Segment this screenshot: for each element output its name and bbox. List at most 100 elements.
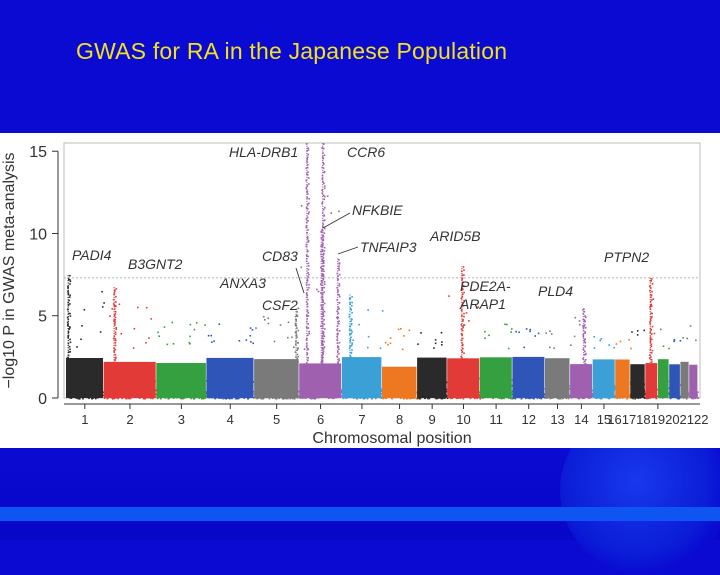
data-point — [214, 397, 217, 399]
data-point — [145, 306, 148, 309]
peak-point — [306, 156, 309, 159]
data-point — [371, 397, 373, 400]
x-tick-label: 14 — [574, 412, 588, 427]
data-point — [249, 327, 252, 329]
peak-point — [350, 344, 353, 347]
peak-point — [321, 201, 324, 204]
slide-title: GWAS for RA in the Japanese Population — [76, 38, 508, 64]
peak-point — [651, 325, 654, 328]
peak-point — [307, 348, 310, 351]
peak-point — [307, 288, 309, 291]
peak-point — [305, 207, 308, 209]
peak-point — [305, 218, 308, 220]
peak-point — [338, 267, 340, 269]
data-point — [155, 389, 157, 392]
data-point — [287, 321, 290, 324]
peak-point — [463, 312, 465, 315]
data-point — [694, 397, 697, 399]
peak-point — [306, 352, 309, 355]
data-point — [628, 339, 630, 341]
y-axis-label: −log10 P in GWAS meta-analysis — [1, 152, 18, 388]
peak-point — [114, 321, 116, 323]
peak-point — [322, 257, 325, 259]
data-point — [441, 344, 443, 346]
chromosome-base-block — [382, 366, 417, 398]
peak-point — [348, 359, 351, 362]
data-point — [511, 398, 514, 400]
peak-point — [584, 341, 587, 344]
data-point — [356, 397, 359, 400]
data-point — [686, 337, 688, 340]
peak-point — [307, 220, 309, 222]
peak-point — [321, 189, 323, 191]
peak-point — [351, 296, 353, 298]
peak-point — [67, 331, 70, 333]
peak-point — [323, 319, 325, 321]
data-point — [446, 397, 449, 399]
peak-point — [462, 305, 465, 307]
data-point — [550, 333, 553, 335]
peak-point — [323, 259, 325, 262]
y-tick-label: 15 — [29, 144, 47, 161]
peak-point — [307, 312, 310, 314]
peak-point — [585, 316, 587, 319]
data-point — [144, 397, 146, 400]
data-point — [303, 348, 306, 350]
peak-point — [649, 285, 651, 288]
gene-label-leader — [337, 246, 359, 255]
data-point — [189, 343, 191, 345]
data-point — [455, 397, 458, 400]
peak-point — [323, 232, 326, 234]
peak-point — [338, 285, 341, 287]
peak-point — [323, 346, 326, 348]
peak-point — [323, 219, 326, 221]
data-point — [181, 397, 183, 400]
peak-point — [584, 320, 586, 323]
peak-point — [307, 171, 309, 173]
peak-point — [583, 310, 586, 313]
peak-point — [350, 323, 353, 326]
peak-point — [322, 331, 324, 333]
data-point — [585, 327, 587, 329]
peak-point — [582, 358, 584, 360]
x-axis-label: Chromosomal position — [312, 430, 471, 447]
data-point — [273, 340, 276, 343]
data-point — [549, 397, 551, 400]
data-point — [403, 335, 405, 337]
chromosome-base-block — [254, 359, 299, 398]
data-point — [220, 397, 222, 399]
data-point — [278, 397, 281, 400]
data-point — [578, 397, 581, 400]
x-tick-label: 7 — [358, 412, 365, 427]
data-point — [546, 397, 548, 399]
peak-point — [584, 350, 586, 353]
data-point — [158, 335, 160, 337]
data-point — [653, 332, 656, 335]
peak-point — [113, 347, 115, 350]
peak-point — [114, 354, 117, 356]
data-point — [539, 397, 541, 400]
x-tick-label: 10 — [456, 412, 470, 427]
data-point — [70, 397, 73, 399]
data-point — [591, 395, 594, 397]
data-point — [536, 397, 539, 400]
data-point — [313, 397, 315, 399]
data-point — [250, 341, 252, 343]
peak-point — [584, 319, 586, 322]
peak-point — [350, 362, 352, 365]
data-point — [183, 397, 185, 399]
x-tick-label: 15 — [597, 412, 611, 427]
data-point — [188, 342, 191, 344]
data-point — [434, 339, 437, 341]
data-point — [529, 397, 531, 400]
data-point — [423, 397, 426, 400]
data-point — [67, 324, 69, 326]
data-point — [245, 339, 248, 341]
peak-point — [336, 336, 338, 338]
peak-point — [584, 360, 586, 363]
peak-point — [322, 350, 324, 353]
peak-point — [307, 276, 309, 278]
data-point — [510, 397, 512, 400]
x-tick-label: 5 — [273, 412, 280, 427]
data-point — [619, 340, 622, 343]
